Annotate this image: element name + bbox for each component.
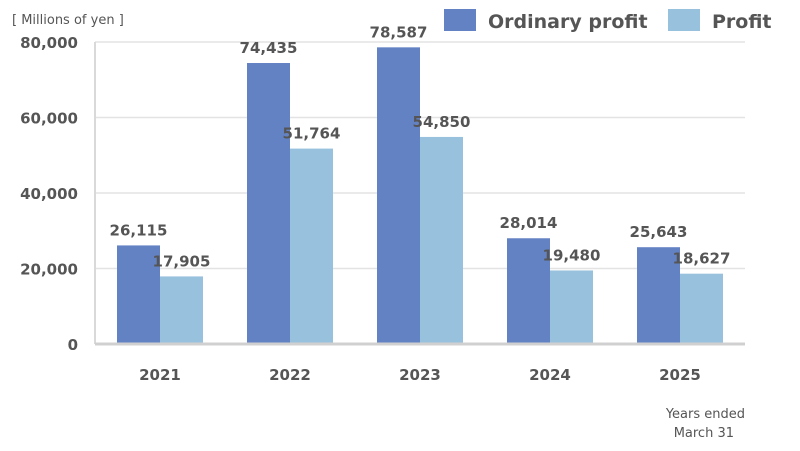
bar-profit-2022 (290, 148, 333, 344)
data-label: 18,627 (673, 250, 731, 268)
data-label: 54,850 (413, 113, 471, 131)
bars (117, 47, 723, 344)
x-tick-labels: 2021 2022 2023 2024 2025 (139, 366, 701, 384)
footnote-line-1: Years ended (665, 407, 745, 422)
bar-ordinary-profit-2025 (637, 247, 680, 344)
y-tick-label: 60,000 (20, 110, 78, 128)
x-tick-label: 2021 (139, 366, 181, 384)
data-label: 51,764 (283, 125, 341, 143)
data-label: 74,435 (240, 39, 298, 57)
y-tick-label: 80,000 (20, 34, 78, 52)
x-tick-label: 2025 (659, 366, 701, 384)
bar-profit-2025 (680, 273, 723, 344)
bar-profit-2021 (160, 276, 203, 344)
bar-ordinary-profit-2021 (117, 245, 160, 344)
y-tick-label: 0 (68, 336, 78, 354)
x-tick-label: 2023 (399, 366, 441, 384)
x-tick-label: 2022 (269, 366, 311, 384)
data-label: 17,905 (153, 252, 211, 270)
footnote-line-2: March 31 (674, 426, 734, 441)
data-label: 28,014 (500, 214, 558, 232)
data-label: 19,480 (543, 246, 601, 264)
legend-label-ordinary-profit: Ordinary profit (488, 11, 648, 33)
legend-swatch-profit (668, 9, 700, 31)
y-tick-label: 40,000 (20, 185, 78, 203)
x-tick-label: 2024 (529, 366, 571, 384)
data-label: 26,115 (110, 221, 168, 239)
legend-swatch-ordinary-profit (444, 9, 476, 31)
data-label: 25,643 (630, 223, 688, 241)
bar-ordinary-profit-2023 (377, 47, 420, 344)
bar-profit-2024 (550, 270, 593, 344)
legend-label-profit: Profit (712, 11, 772, 33)
y-tick-label: 20,000 (20, 261, 78, 279)
y-tick-labels: 0 20,000 40,000 60,000 80,000 (20, 34, 78, 354)
legend: Ordinary profit Profit (444, 9, 772, 33)
bar-profit-2023 (420, 136, 463, 344)
data-labels: 26,115 17,905 74,435 51,764 78,587 54,850 28,0… (110, 23, 731, 270)
data-label: 78,587 (370, 23, 428, 41)
bar-ordinary-profit-2022 (247, 63, 290, 344)
bar-ordinary-profit-2024 (507, 238, 550, 344)
y-axis-unit-label: [ Millions of yen ] (12, 13, 124, 28)
